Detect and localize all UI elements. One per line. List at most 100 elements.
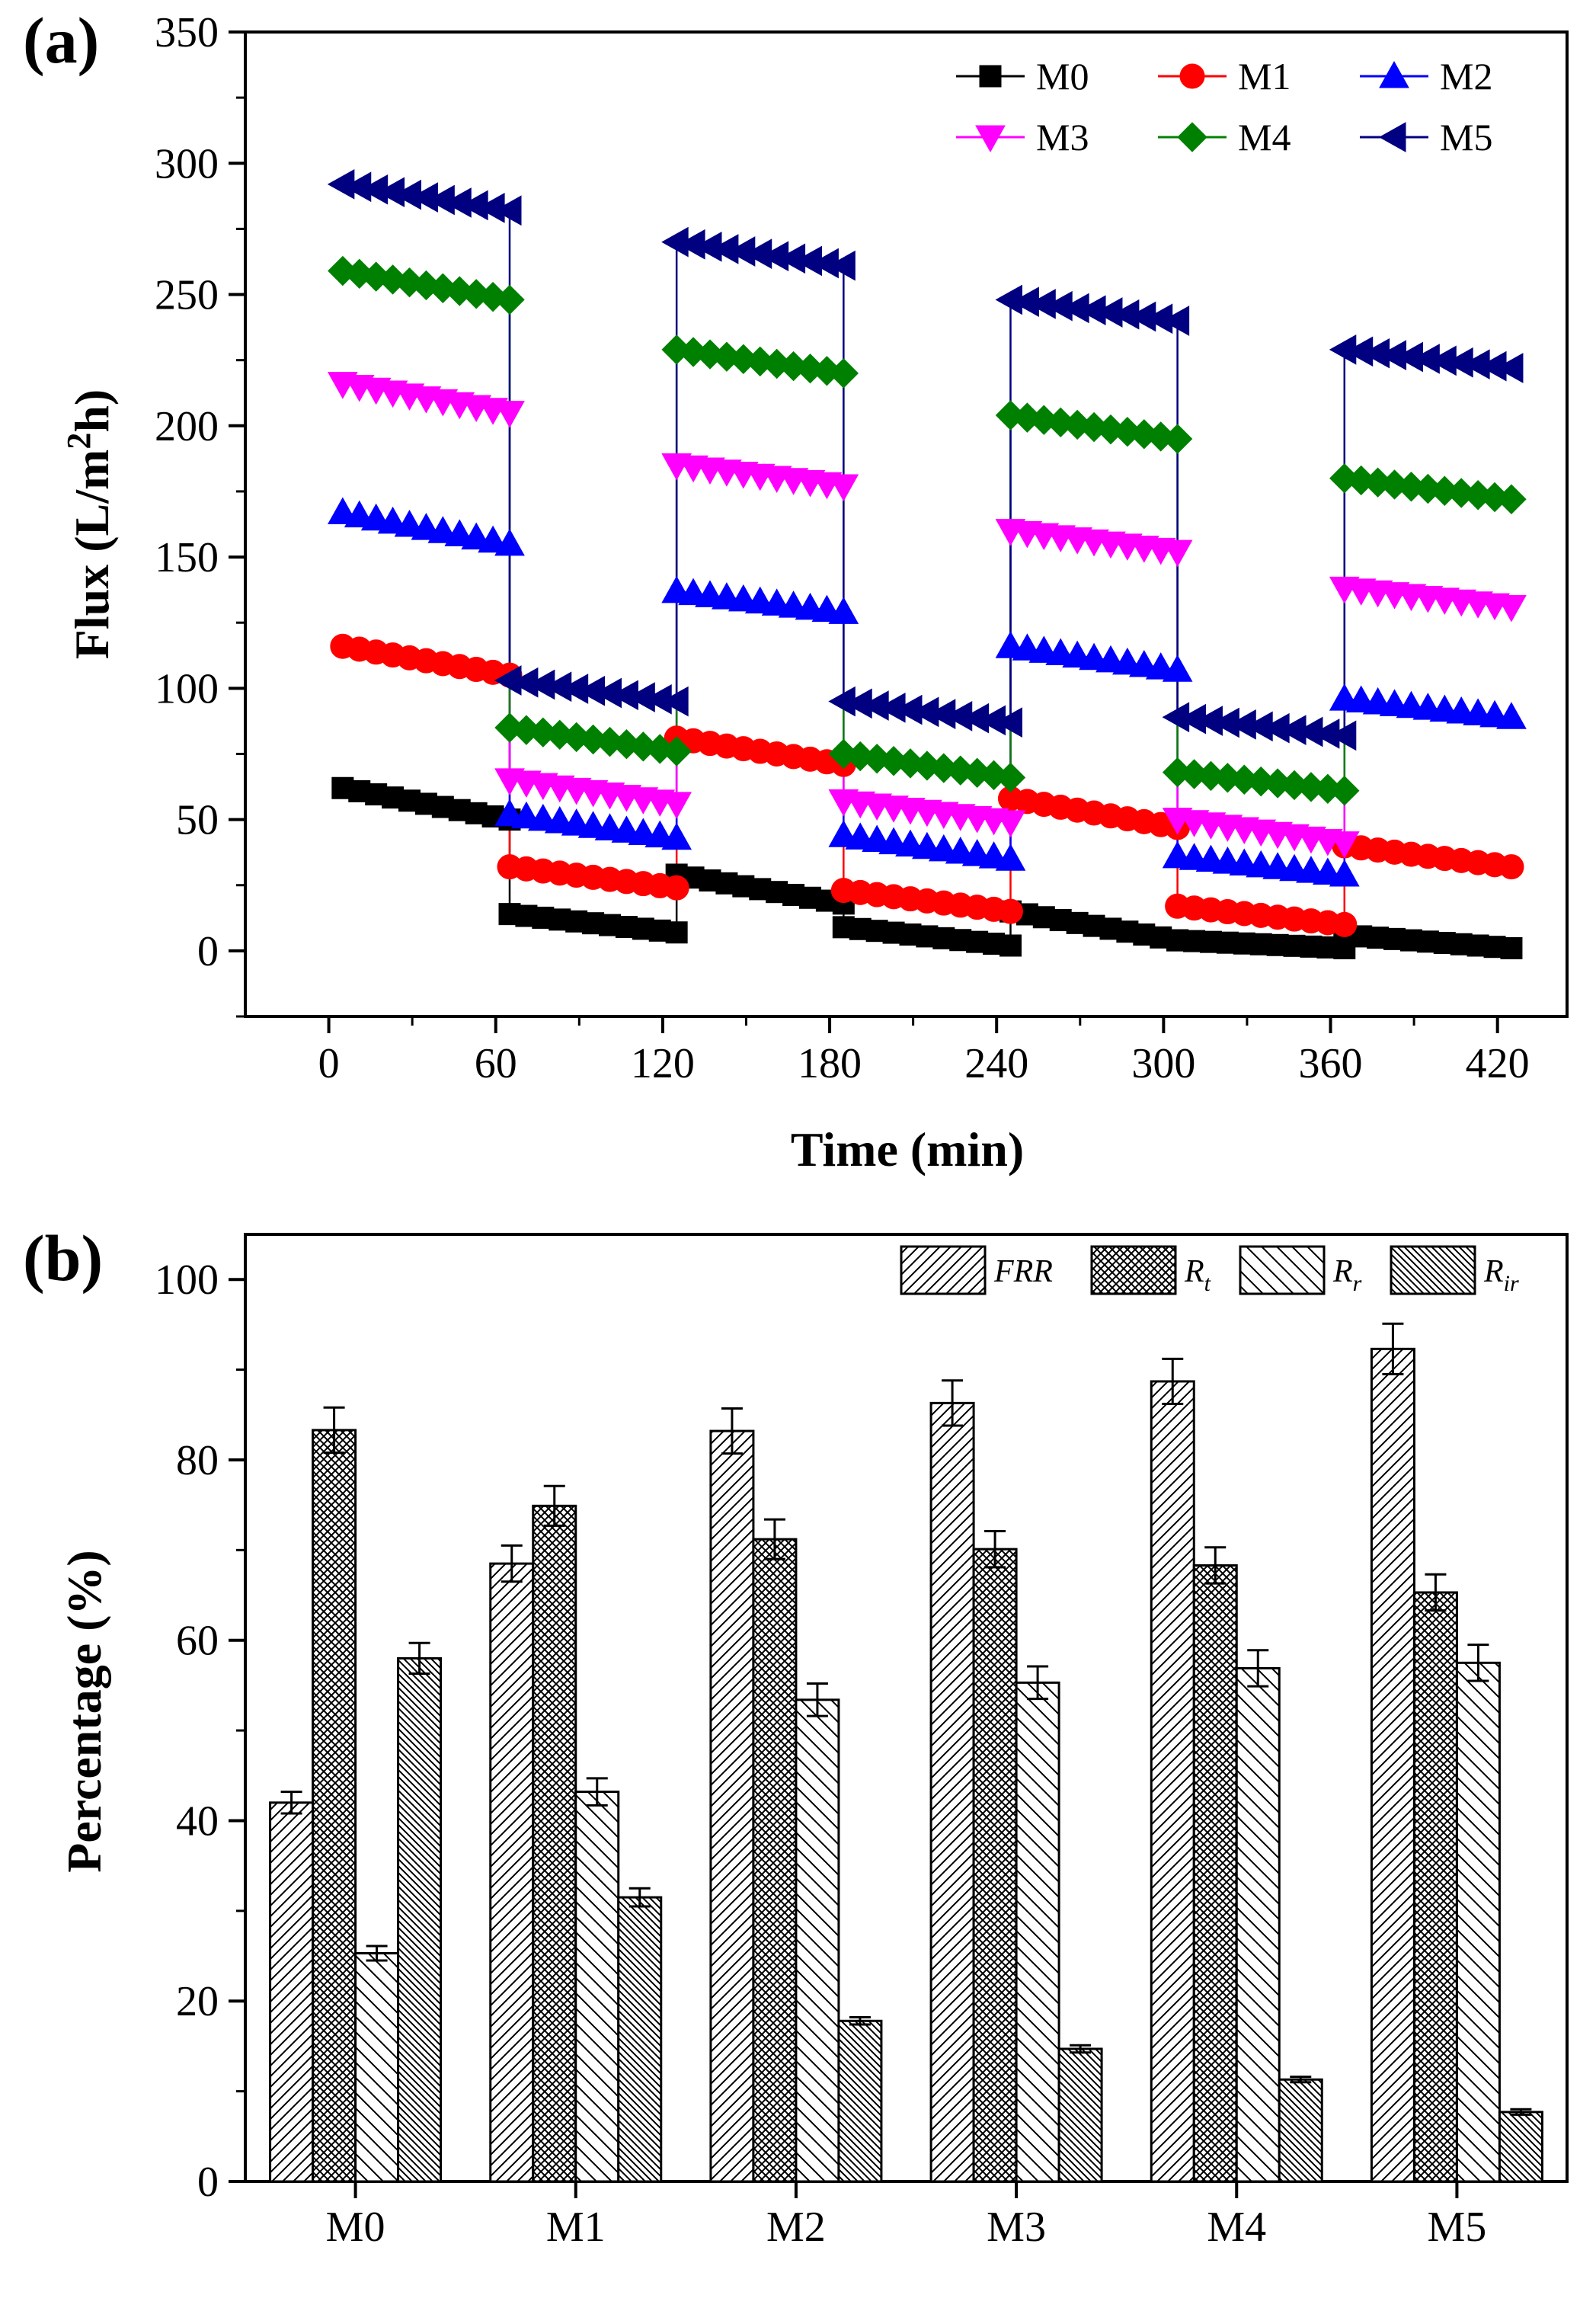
data-point-M3 (1162, 539, 1193, 568)
data-point-M2 (995, 843, 1026, 871)
data-point-M4 (661, 736, 692, 767)
bar-FRR-M2 (709, 1429, 755, 2183)
data-point-M2 (661, 822, 692, 850)
x-tick-label: 60 (475, 1040, 517, 1087)
legend-label-main: R (1332, 1254, 1353, 1289)
data-point-M4 (1329, 775, 1360, 806)
bar-FRR-M1 (489, 1562, 535, 2183)
bar-Rt-M3 (972, 1548, 1018, 2183)
x-tick-label: M2 (766, 2204, 826, 2251)
bar-FRR-M4 (1150, 1380, 1195, 2183)
bar-Rr-M3 (1015, 1681, 1060, 2183)
legend-label-main: R (1483, 1254, 1504, 1289)
y-tick-label: 150 (155, 534, 219, 581)
bar-Rir-M5 (1498, 2111, 1543, 2183)
legend-label-M5: M5 (1440, 116, 1492, 158)
data-point-M3 (828, 474, 859, 502)
legend-marker-M2 (1379, 60, 1409, 88)
percentage-legend: FRR Rt Rr Rir (900, 1245, 1519, 1296)
flux-y-axis-title-part: h) (65, 389, 119, 433)
legend-swatch-Rr (1239, 1245, 1326, 1295)
flux-y-ticks: 0 50 100 150 200 250 300 350 (155, 9, 245, 1018)
data-point-M3 (661, 792, 692, 819)
legend-label-Rr: Rr (1332, 1254, 1362, 1296)
x-tick-label: M1 (546, 2204, 606, 2251)
flux-x-ticks: 0 60 120 180 240 300 360 420 (318, 1016, 1530, 1087)
panel-label-b: (b) (23, 1221, 103, 1295)
y-tick-label: 80 (176, 1437, 219, 1484)
series-line-M5 (342, 183, 1512, 737)
data-point-M4 (1162, 424, 1193, 454)
legend-swatch-Rir (1390, 1245, 1476, 1295)
percentage-y-ticks: 0 20 40 60 80 100 (155, 1256, 245, 2206)
y-tick-label: 0 (197, 928, 219, 975)
flux-legend-background (945, 46, 1554, 168)
data-point-M5 (1162, 306, 1190, 336)
legend-label-Rir: Rir (1483, 1254, 1519, 1296)
y-tick-label: 40 (176, 1797, 219, 1845)
percentage-x-ticks: M0 M1 M2 M3 M4 M5 (326, 2181, 1487, 2251)
percentage-plot-frame (244, 1233, 1569, 2183)
legend-label-FRR: FRR (993, 1254, 1053, 1289)
data-point-M3 (1329, 831, 1360, 859)
bar-Rir-M3 (1057, 2047, 1103, 2183)
y-tick-label: 100 (155, 665, 219, 712)
data-point-M4 (1496, 484, 1527, 514)
data-point-M5 (1329, 720, 1357, 751)
data-point-M3 (995, 810, 1026, 838)
legend-label-subscript: ir (1504, 1271, 1519, 1296)
data-point-M2 (1329, 859, 1360, 887)
legend-label-M1: M1 (1238, 55, 1291, 98)
y-tick-label: 60 (176, 1618, 219, 1665)
data-point-M2 (494, 528, 525, 556)
legend-label-M2: M2 (1440, 55, 1492, 98)
data-point-M4 (995, 762, 1026, 793)
bar-Rr-M0 (354, 1951, 400, 2183)
y-tick-label: 50 (176, 797, 219, 844)
data-point-M4 (494, 284, 525, 315)
x-tick-label: M0 (326, 2204, 385, 2251)
x-tick-label: M3 (987, 2204, 1046, 2251)
bar-FRR-M5 (1370, 1347, 1415, 2183)
legend-marker-M4 (1177, 122, 1207, 152)
x-tick-label: 360 (1299, 1040, 1363, 1087)
data-point-M5 (828, 250, 856, 281)
x-tick-label: M4 (1207, 2204, 1266, 2251)
data-point-M5 (995, 707, 1022, 738)
percentage-y-axis-title: Percentage (%) (57, 1550, 111, 1873)
flux-chart: (a) 0 60 120 180 240 300 360 420 0 50 100 150 200 25… (23, 4, 1569, 1176)
legend-label-main: FRR (993, 1254, 1053, 1289)
data-point-M5 (661, 686, 689, 717)
y-tick-label: 250 (155, 272, 219, 319)
data-point-M1 (1498, 854, 1524, 880)
bar-FRR-M3 (929, 1401, 975, 2183)
data-point-M2 (828, 597, 859, 624)
bar-Rir-M2 (837, 2019, 883, 2183)
panel-label-a: (a) (23, 4, 99, 77)
bar-Rt-M1 (532, 1504, 577, 2183)
bar-Rr-M2 (795, 1698, 840, 2183)
legend-label-Rt: Rt (1184, 1254, 1211, 1296)
bar-Rir-M4 (1278, 2078, 1323, 2183)
data-point-M1 (1332, 911, 1358, 937)
legend-label-subscript: r (1353, 1271, 1362, 1296)
data-point-M1 (664, 875, 689, 901)
x-tick-label: 240 (964, 1040, 1028, 1087)
bar-Rr-M4 (1235, 1666, 1281, 2183)
percentage-bars (269, 1322, 1543, 2183)
bar-Rr-M1 (574, 1791, 620, 2183)
legend-marker-M3 (975, 125, 1006, 153)
data-point-M1 (997, 898, 1023, 924)
x-tick-label: 180 (798, 1040, 862, 1087)
flux-y-axis-title-sup: 2 (60, 433, 98, 450)
legend-marker-M0 (979, 65, 1002, 88)
bar-Rt-M4 (1192, 1564, 1238, 2183)
flux-y-axis-title: Flux (L/m2h) (60, 389, 119, 659)
legend-marker-M1 (1179, 63, 1205, 89)
x-tick-label: 420 (1466, 1040, 1530, 1087)
legend-label-M3: M3 (1036, 116, 1089, 158)
flux-x-axis-title: Time (min) (791, 1122, 1024, 1176)
x-tick-label: M5 (1428, 2204, 1487, 2251)
